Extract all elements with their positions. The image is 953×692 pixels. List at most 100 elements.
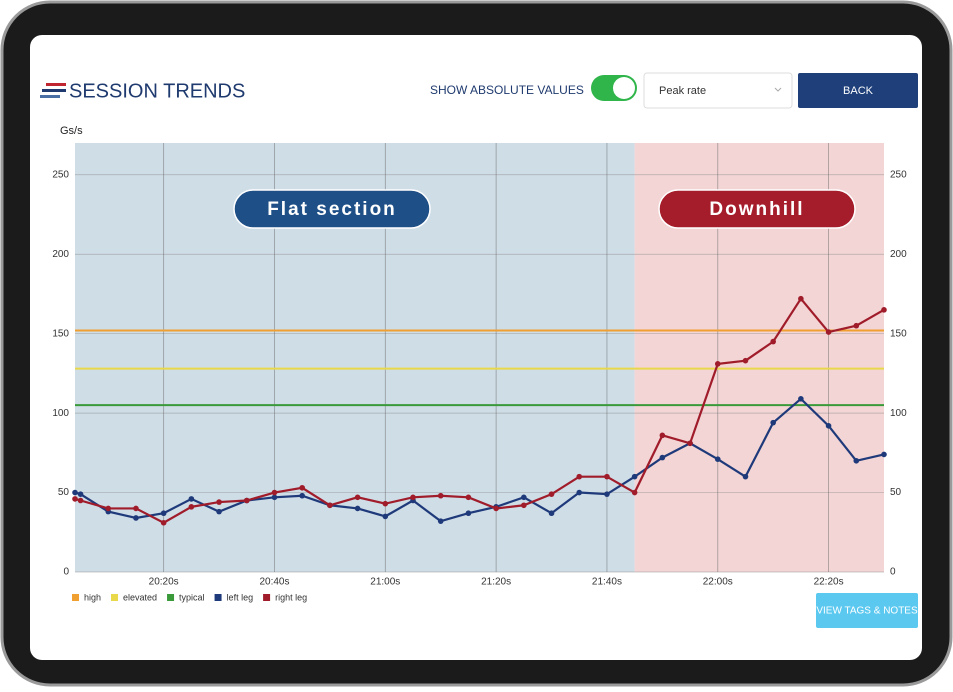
y-tick-label: 150 bbox=[52, 328, 69, 339]
region-label: Flat section bbox=[267, 199, 397, 220]
data-point bbox=[465, 494, 472, 501]
data-point bbox=[548, 491, 555, 497]
legend-swatch bbox=[111, 594, 119, 601]
legend-label: right leg bbox=[275, 592, 307, 602]
data-point bbox=[576, 489, 583, 496]
dropdown[interactable] bbox=[643, 72, 793, 109]
y2-tick-label: 200 bbox=[890, 249, 907, 260]
x-tick-label: 22:00s bbox=[703, 577, 733, 588]
data-point bbox=[825, 329, 832, 335]
data-point bbox=[437, 518, 444, 524]
data-point bbox=[631, 473, 638, 480]
data-point bbox=[216, 508, 222, 515]
data-point bbox=[604, 473, 610, 480]
data-point bbox=[687, 440, 693, 447]
data-point bbox=[493, 505, 499, 512]
data-point bbox=[188, 496, 195, 502]
dropdown-arrow bbox=[774, 87, 782, 92]
data-point bbox=[243, 497, 250, 504]
data-point bbox=[382, 500, 389, 507]
legend-swatch bbox=[214, 594, 222, 601]
data-point bbox=[160, 510, 167, 517]
data-point bbox=[160, 519, 167, 526]
data-point bbox=[714, 456, 721, 462]
y2-tick-label: 50 bbox=[890, 487, 902, 498]
legend-swatch bbox=[167, 594, 175, 601]
y-tick-label: 200 bbox=[52, 249, 69, 260]
x-tick-label: 22:20s bbox=[814, 577, 844, 588]
dropdown-value: Peak rate bbox=[659, 85, 706, 97]
data-point bbox=[742, 473, 749, 480]
data-point bbox=[659, 454, 666, 461]
logo-mark bbox=[40, 83, 66, 98]
data-point bbox=[327, 502, 333, 509]
x-tick-label: 21:40s bbox=[592, 577, 622, 588]
data-point bbox=[271, 489, 278, 496]
chart: 0 0 50 50 100 100 150 150 200 200 250 250 20:20s 20:4… bbox=[52, 143, 907, 602]
legend-swatch bbox=[263, 594, 271, 601]
x-tick-label: 20:20s bbox=[149, 577, 179, 588]
region-label-pill bbox=[233, 189, 431, 229]
data-point bbox=[631, 489, 638, 496]
data-point bbox=[133, 505, 139, 512]
data-point bbox=[521, 494, 527, 501]
data-point bbox=[521, 502, 527, 509]
y-tick-label: 100 bbox=[52, 408, 69, 419]
data-point bbox=[881, 451, 887, 458]
data-point bbox=[72, 496, 78, 502]
data-point bbox=[299, 484, 305, 491]
data-point bbox=[798, 295, 804, 302]
x-tick-label: 20:40s bbox=[259, 577, 289, 588]
data-point bbox=[770, 338, 776, 345]
data-point bbox=[770, 419, 776, 426]
data-point bbox=[853, 322, 860, 329]
region-label: Downhill bbox=[709, 199, 804, 220]
y2-tick-label: 150 bbox=[890, 328, 907, 339]
legend-label: typical bbox=[179, 592, 205, 602]
toggle-switch[interactable] bbox=[591, 75, 637, 101]
data-point bbox=[659, 432, 666, 439]
y-tick-label: 50 bbox=[58, 487, 70, 498]
tags-notes-button[interactable] bbox=[816, 593, 918, 628]
back-button-label: BACK bbox=[843, 85, 874, 97]
data-point bbox=[77, 497, 84, 504]
data-point bbox=[742, 357, 749, 364]
data-point bbox=[825, 423, 832, 429]
x-tick-label: 21:00s bbox=[370, 577, 400, 588]
data-point bbox=[299, 492, 305, 499]
data-point bbox=[188, 504, 195, 510]
data-point bbox=[271, 494, 278, 501]
data-point bbox=[576, 473, 583, 480]
x-tick-label: 21:20s bbox=[481, 577, 511, 588]
legend-label: high bbox=[84, 592, 101, 602]
legend-label: elevated bbox=[123, 592, 157, 602]
back-button[interactable] bbox=[798, 73, 918, 108]
data-point bbox=[798, 396, 804, 402]
page-title: SESSION TRENDS bbox=[69, 80, 245, 102]
data-point bbox=[410, 494, 416, 501]
data-point bbox=[133, 515, 139, 521]
y2-tick-label: 100 bbox=[890, 408, 907, 419]
y2-tick-label: 0 bbox=[890, 567, 896, 578]
data-point bbox=[604, 491, 610, 497]
y-tick-label: 250 bbox=[52, 169, 69, 180]
data-point bbox=[437, 492, 444, 499]
region-label-pill bbox=[658, 189, 856, 229]
data-point bbox=[382, 513, 389, 520]
data-point bbox=[354, 494, 361, 501]
data-point bbox=[548, 510, 555, 517]
legend-label: left leg bbox=[227, 592, 254, 602]
data-point bbox=[853, 457, 860, 464]
legend-swatch bbox=[72, 594, 79, 601]
data-point bbox=[354, 505, 361, 512]
data-point bbox=[881, 307, 887, 313]
y-tick-label: 0 bbox=[63, 567, 69, 578]
data-point bbox=[105, 505, 112, 512]
y2-tick-label: 250 bbox=[890, 169, 907, 180]
toggle-label: SHOW ABSOLUTE VALUES bbox=[430, 83, 584, 97]
tags-notes-label: VIEW TAGS & NOTES bbox=[816, 606, 918, 617]
data-point bbox=[714, 361, 721, 367]
data-point bbox=[465, 510, 472, 517]
data-point bbox=[77, 491, 84, 497]
